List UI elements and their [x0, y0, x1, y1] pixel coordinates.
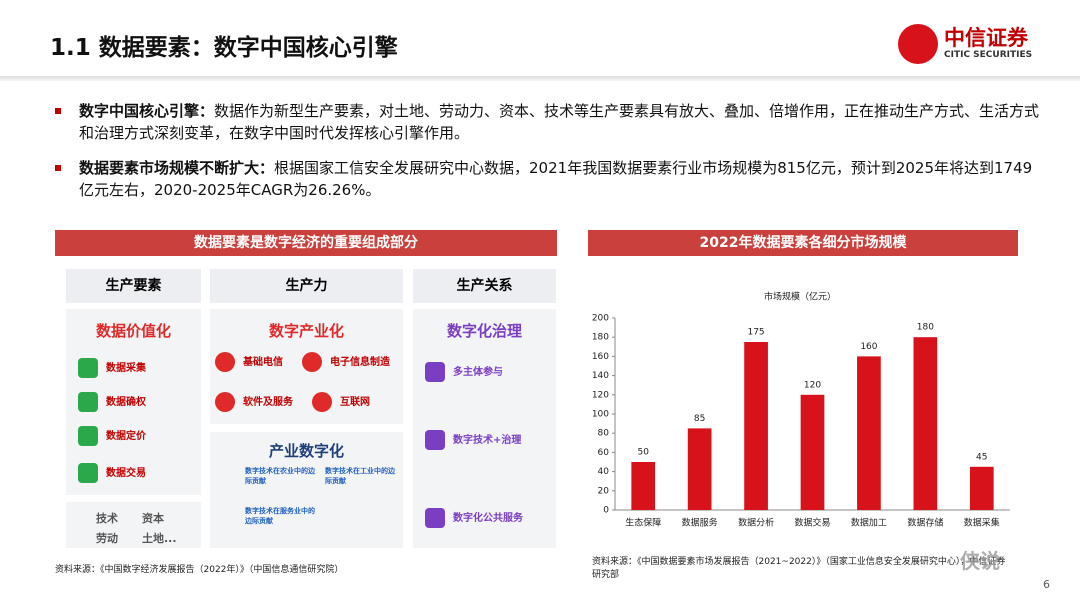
slide-title: 1.1 数据要素：数字中国核心引擎: [50, 35, 398, 61]
item: 多主体参与: [453, 367, 503, 378]
y-tick-label: 140: [592, 371, 609, 381]
item: 数字技术在农业中的边际贡献: [245, 467, 315, 485]
section-title: 数字化治理: [446, 322, 522, 340]
section-title: 数据价值化: [95, 322, 171, 340]
bullet: 数据要素市场规模不断扩大：根据国家工信安全发展研究中心数据，2021年我国数据要…: [55, 157, 1040, 201]
x-tick-label: 数据存储: [907, 517, 943, 529]
footer-item: 土地...: [142, 532, 177, 545]
bar: [800, 394, 825, 510]
column-header: 生产关系: [413, 269, 556, 303]
bar: [913, 337, 938, 510]
column-box: [210, 432, 403, 548]
y-tick-label: 180: [592, 333, 609, 343]
bullet-text: 数据作为新型生产要素，对土地、劳动力、资本、技术等生产要素具有放大、叠加、倍增作…: [79, 102, 1040, 142]
bar: [631, 462, 656, 510]
data-label: 50: [637, 448, 649, 458]
data-label: 180: [917, 323, 934, 333]
bar: [969, 466, 994, 510]
data-label: 175: [747, 328, 764, 338]
data-label: 85: [694, 414, 705, 424]
y-tick-label: 160: [592, 352, 609, 362]
data-label: 120: [804, 380, 821, 390]
bar: [857, 356, 881, 510]
logo-cn: 中信证券: [944, 26, 1028, 50]
y-tick-label: 0: [603, 506, 609, 516]
column-header: 生产力: [210, 269, 403, 303]
footer-box: [66, 502, 201, 548]
x-tick-label: 数据交易: [794, 517, 830, 529]
footer-item: 劳动: [96, 532, 118, 545]
footer-item: 资本: [142, 512, 164, 525]
item: 数据交易: [106, 468, 146, 479]
item: 数字技术在工业中的边际贡献: [325, 467, 395, 485]
chart-title: 2022年数据要素各细分市场规模: [588, 230, 1018, 256]
item: 数字技术在服务业中的边际贡献: [245, 507, 315, 525]
bar: [744, 342, 768, 510]
source-note: 资料来源：《中国数据要素市场发展报告（2021~2022）》（国家工业信息安全发…: [592, 557, 1006, 580]
panel-title: 数据要素是数字经济的重要组成部分: [55, 230, 557, 256]
item: 互联网: [340, 397, 370, 408]
x-tick-label: 生态保障: [625, 517, 661, 529]
x-tick-label: 数据服务: [682, 517, 718, 529]
y-tick-label: 200: [592, 314, 609, 324]
y-tick-label: 40: [598, 467, 610, 477]
y-tick-label: 100: [592, 410, 609, 420]
source-note: 资料来源：《中国数字经济发展报告（2022年）》（中国信息通信研究院）: [55, 565, 344, 575]
item: 基础电信: [243, 357, 283, 368]
data-label: 160: [860, 342, 877, 352]
section-title: 数字产业化: [268, 322, 344, 340]
header-rule: [0, 76, 1080, 81]
bullet: 数字中国核心引擎：数据作为新型生产要素，对土地、劳动力、资本、技术等生产要素具有…: [55, 100, 1040, 144]
footer-item: 技术: [96, 512, 118, 525]
section-title: 产业数字化: [268, 442, 344, 460]
watermark: 侠说: [960, 549, 1000, 573]
data-label: 45: [976, 452, 987, 462]
item: 软件及服务: [243, 397, 293, 408]
axis-title: 市场规模（亿元）: [764, 291, 836, 303]
logo-en: CITIC SECURITIES: [944, 50, 1033, 60]
item: 数据确权: [106, 397, 146, 408]
x-tick-label: 数据分析: [738, 517, 774, 529]
y-tick-label: 120: [592, 390, 609, 400]
column-header: 生产要素: [66, 269, 201, 303]
item: 数据定价: [106, 431, 146, 442]
bullet-bold: 数字中国核心引擎：: [79, 102, 215, 120]
item: 数字化公共服务: [453, 513, 523, 524]
bullet-bold: 数据要素市场规模不断扩大：: [79, 159, 275, 177]
y-tick-label: 80: [598, 429, 610, 439]
bullet-text: 根据国家工信安全发展研究中心数据，2021年我国数据要素行业市场规模为815亿元…: [79, 159, 1033, 199]
y-tick-label: 60: [598, 448, 610, 458]
logo-icon: [898, 24, 938, 64]
item: 数字技术+治理: [453, 435, 522, 446]
item: 电子信息制造: [330, 357, 390, 368]
item: 数据采集: [106, 363, 146, 374]
bar: [687, 428, 712, 510]
x-tick-label: 数据加工: [851, 517, 887, 529]
x-tick-label: 数据采集: [964, 517, 1000, 529]
page-number: 6: [1043, 578, 1050, 591]
y-tick-label: 20: [598, 486, 610, 496]
